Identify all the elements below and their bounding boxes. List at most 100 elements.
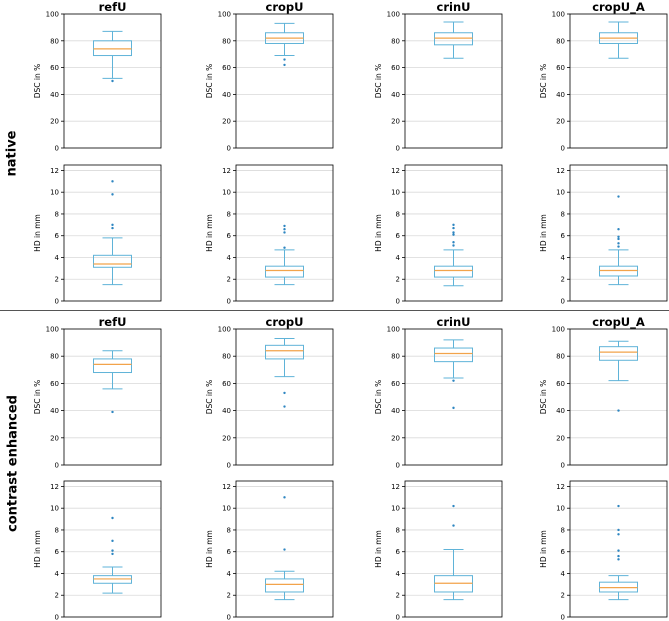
panel-title: crinU — [437, 315, 471, 329]
outlier-point — [283, 405, 286, 408]
y-axis-label: DSC in % — [539, 64, 548, 99]
y-tick-label: 4 — [396, 254, 401, 262]
y-tick-label: 40 — [556, 91, 565, 99]
outlier-point — [111, 539, 114, 543]
outlier-point — [283, 246, 286, 249]
outlier-point — [111, 516, 114, 520]
outlier-point — [617, 235, 620, 239]
y-tick-label: 4 — [227, 254, 232, 262]
y-tick-label: 80 — [391, 353, 400, 361]
outlier-point — [111, 552, 114, 556]
y-tick-label: 6 — [227, 232, 232, 240]
outlier-point — [452, 226, 455, 230]
outlier-point — [111, 410, 114, 414]
outlier-point — [283, 548, 286, 551]
y-tick-label: 2 — [396, 276, 400, 284]
y-tick-label: 40 — [222, 91, 231, 99]
y-tick-label: 80 — [391, 37, 400, 45]
y-tick-label: 80 — [222, 353, 231, 361]
box-iqr — [599, 346, 638, 361]
plot-frame — [63, 480, 162, 618]
y-tick-label: 100 — [387, 11, 400, 19]
y-tick-label: 80 — [50, 37, 59, 45]
outlier-point — [283, 224, 286, 228]
y-tick-label: 12 — [556, 483, 565, 491]
y-tick-label: 2 — [55, 592, 59, 600]
y-tick-label: 0 — [396, 145, 400, 153]
panel: 0 2 4 6 8 10 12 HD in mm — [205, 480, 334, 621]
y-tick-label: 40 — [391, 407, 400, 415]
group-separator — [0, 310, 669, 311]
y-tick-label: 40 — [391, 91, 400, 99]
y-tick-label: 20 — [556, 434, 565, 442]
y-tick-label: 6 — [55, 548, 60, 556]
y-tick-label: 20 — [556, 118, 565, 126]
y-tick-label: 10 — [222, 505, 231, 513]
plot-frame — [569, 164, 668, 302]
y-tick-label: 80 — [556, 37, 565, 45]
y-tick-label: 100 — [552, 326, 565, 334]
box-iqr — [93, 40, 132, 57]
y-tick-label: 0 — [55, 462, 59, 470]
y-tick-label: 0 — [55, 614, 59, 621]
panel: 0 20 40 60 80 100 DSC in % refU — [33, 315, 162, 470]
y-tick-label: 8 — [396, 210, 400, 218]
outlier-point — [283, 227, 286, 231]
outlier-point — [111, 549, 114, 552]
panel: 0 20 40 60 80 100 DSC in % cropU_A — [539, 315, 668, 470]
y-tick-label: 100 — [218, 11, 231, 19]
plot-frame — [569, 480, 668, 618]
box-iqr — [434, 347, 473, 363]
y-tick-label: 8 — [561, 526, 565, 534]
y-tick-label: 12 — [222, 483, 231, 491]
panel-title: refU — [99, 315, 127, 329]
y-tick-label: 4 — [55, 254, 60, 262]
group-label-contrast-enhanced: contrast enhanced — [5, 395, 21, 532]
outlier-point — [283, 496, 286, 499]
y-tick-label: 8 — [227, 210, 231, 218]
panel-title: cropU — [266, 0, 304, 14]
outlier-point — [617, 504, 620, 508]
y-axis-label: HD in mm — [539, 530, 548, 568]
y-tick-label: 60 — [50, 380, 59, 388]
y-tick-label: 4 — [55, 570, 60, 578]
y-tick-label: 2 — [55, 276, 59, 284]
box-iqr — [434, 265, 473, 278]
y-tick-label: 2 — [227, 276, 231, 284]
panel: 0 2 4 6 8 10 12 HD in mm — [539, 164, 668, 306]
y-tick-label: 100 — [218, 326, 231, 334]
outlier-point — [111, 79, 114, 83]
y-tick-label: 0 — [396, 614, 400, 621]
y-tick-label: 8 — [55, 526, 59, 534]
y-tick-label: 100 — [552, 11, 565, 19]
box-iqr — [434, 32, 473, 46]
outlier-point — [452, 524, 455, 527]
outlier-point — [617, 528, 620, 532]
outlier-point — [617, 533, 620, 536]
y-tick-label: 4 — [561, 254, 566, 262]
y-tick-label: 100 — [46, 11, 59, 19]
box-iqr — [93, 358, 132, 374]
y-tick-label: 40 — [50, 91, 59, 99]
y-tick-label: 40 — [50, 407, 59, 415]
y-tick-label: 0 — [561, 462, 565, 470]
outlier-point — [617, 242, 620, 245]
y-tick-label: 0 — [227, 145, 231, 153]
y-tick-label: 40 — [222, 407, 231, 415]
y-axis-label: HD in mm — [374, 214, 383, 252]
y-tick-label: 0 — [561, 298, 565, 306]
panel: 0 20 40 60 80 100 DSC in % refU — [33, 0, 162, 153]
plot-frame — [63, 13, 162, 149]
box-iqr — [93, 254, 132, 268]
y-tick-label: 8 — [55, 210, 59, 218]
y-tick-label: 12 — [391, 483, 400, 491]
outlier-point — [617, 227, 620, 231]
y-tick-label: 20 — [391, 434, 400, 442]
y-tick-label: 6 — [561, 548, 566, 556]
outlier-point — [617, 558, 620, 561]
panel-title: cropU_A — [592, 315, 645, 330]
outlier-point — [452, 223, 455, 227]
box-iqr — [265, 578, 304, 593]
plot-frame — [235, 328, 334, 466]
panel: 0 2 4 6 8 10 12 HD in mm — [205, 164, 334, 306]
